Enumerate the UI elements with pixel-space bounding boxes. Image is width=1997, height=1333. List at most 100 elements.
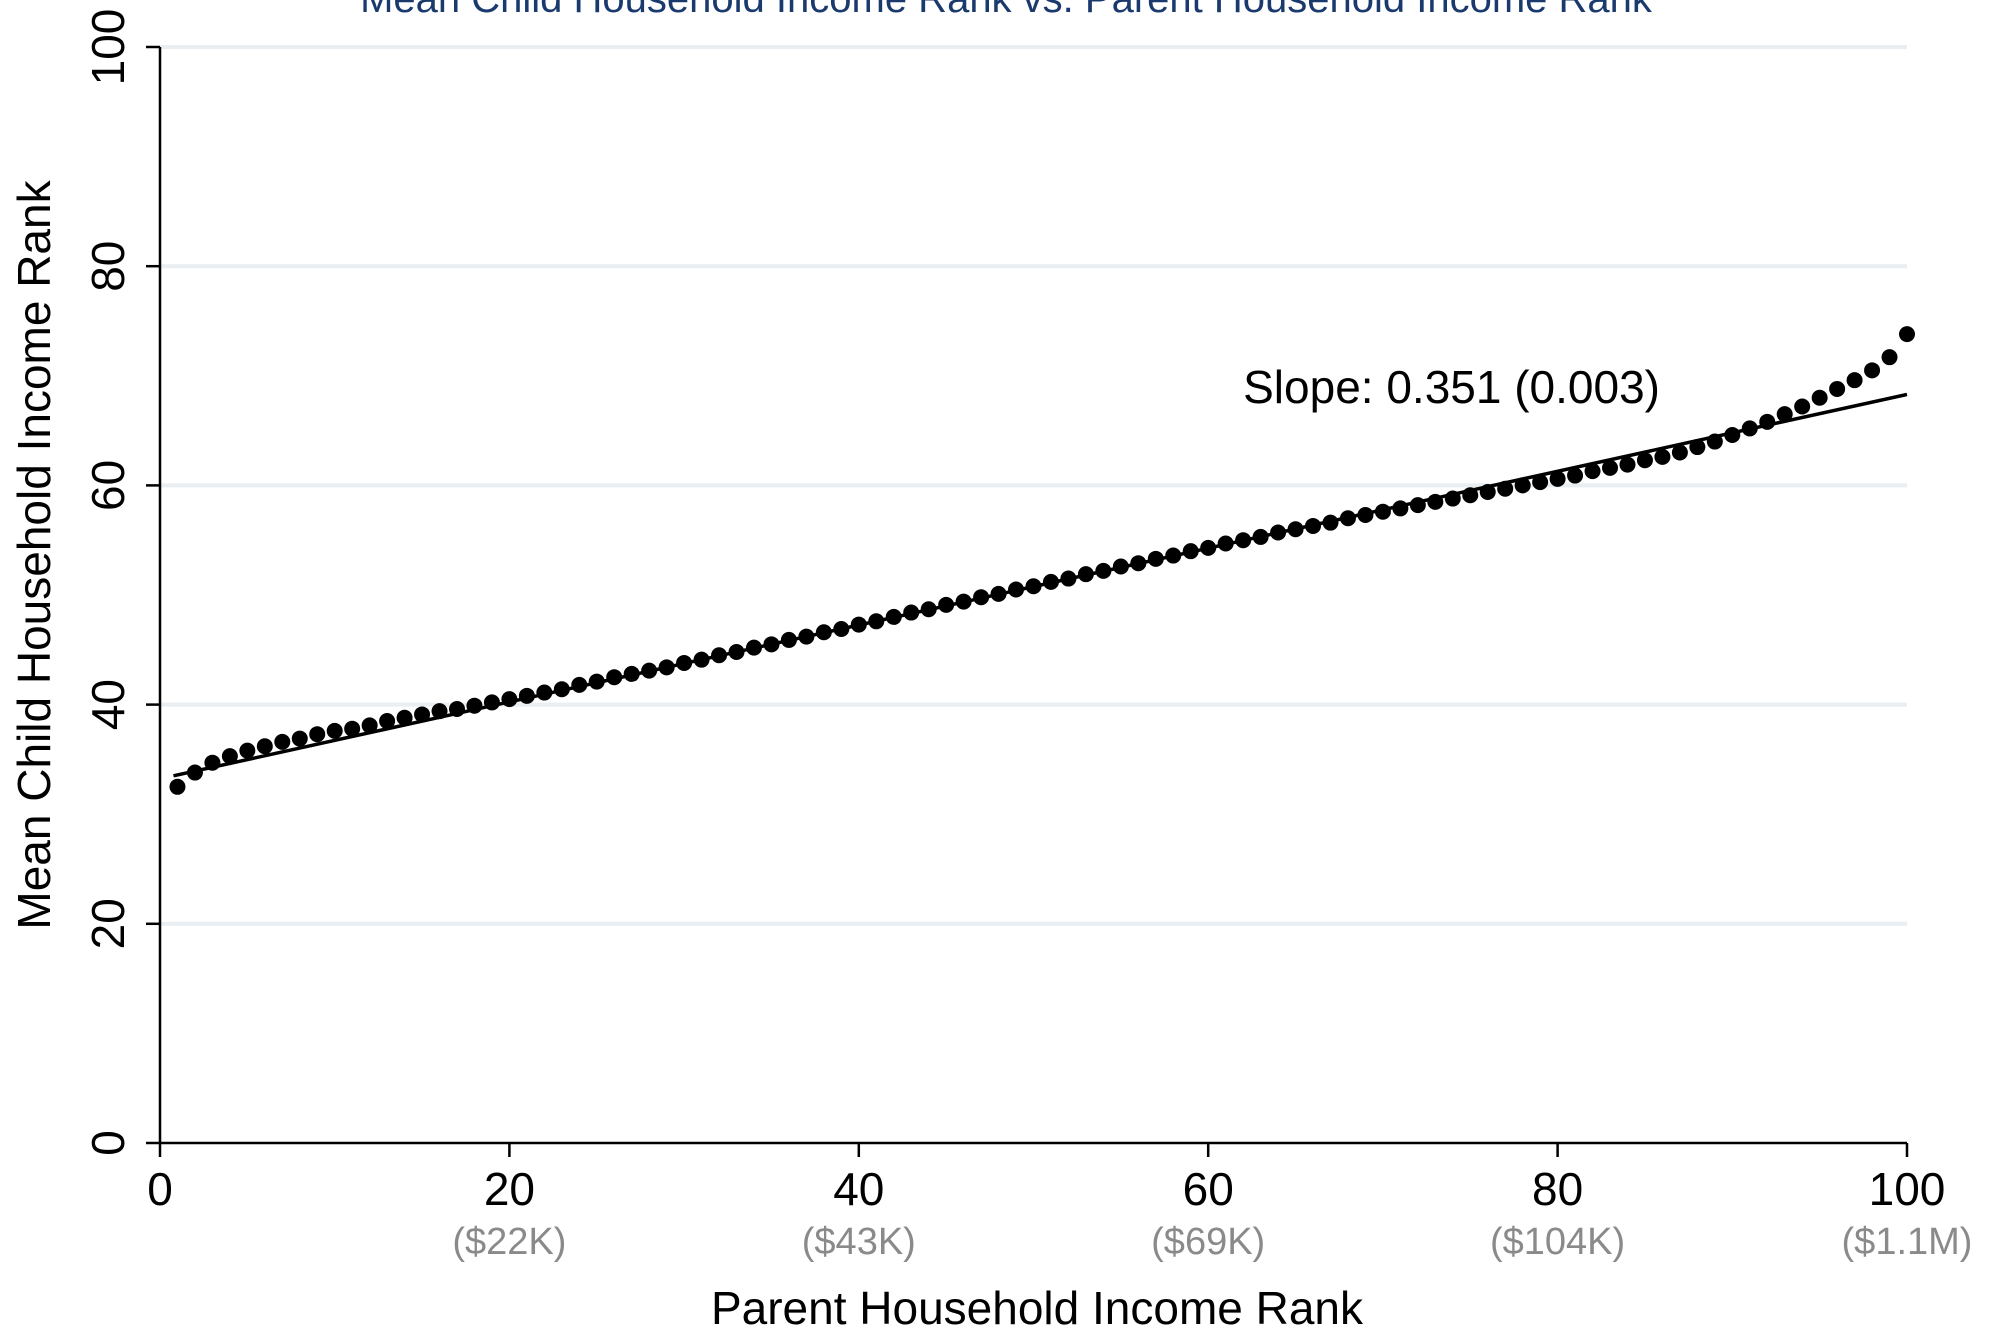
data-point [448,700,465,717]
data-point [1514,477,1531,494]
data-point [501,691,518,708]
data-point [1706,433,1723,450]
data-point [1095,562,1112,579]
data-point [1829,380,1846,397]
data-point [431,703,448,720]
x-tick-sublabel: ($43K) [802,1221,916,1263]
data-point [1374,503,1391,520]
data-point [344,720,361,737]
data-point [1549,470,1566,487]
data-point [1409,497,1426,514]
data-point [606,669,623,686]
data-point [518,687,535,704]
data-point [1427,493,1444,510]
data-point [1602,459,1619,476]
data-point [868,613,885,630]
y-tick-label: 20 [82,898,134,949]
data-point [1130,555,1147,572]
data-point [1654,448,1671,465]
x-tick-label: 20 [484,1163,535,1215]
x-axis-title: Parent Household Income Rank [711,1282,1364,1333]
data-point [1794,398,1811,415]
data-point [1444,490,1461,507]
x-tick-sublabel: ($22K) [452,1221,566,1263]
x-tick-sublabel: ($1.1M) [1842,1221,1973,1263]
data-point [221,748,238,765]
data-point [1479,483,1496,500]
data-point [361,717,378,734]
data-point [1636,452,1653,469]
gridlines [160,45,1907,926]
data-point [780,631,797,648]
chart-title: Mean Child Household Income Rank vs. Par… [360,0,1653,21]
y-tick-label: 80 [82,241,134,292]
data-point [1567,467,1584,484]
data-point [1619,456,1636,473]
data-point [1182,543,1199,560]
data-point [1042,573,1059,590]
data-point [1112,558,1129,575]
data-point [309,726,326,743]
slope-annotation: Slope: 0.351 (0.003) [1243,361,1660,413]
x-tick-label: 100 [1869,1163,1946,1215]
data-point [1462,487,1479,504]
data-point [588,673,605,690]
data-point [256,738,273,755]
data-point [571,676,588,693]
data-point [990,585,1007,602]
axes [158,47,1907,1145]
y-axis-ticks: 0 20 40 60 80 100 [82,9,160,1156]
data-point [1077,566,1094,583]
data-point [1724,426,1741,443]
data-point [396,709,413,726]
data-point [903,604,920,621]
x-axis-ticks: 0 20 ($22K) 40 ($43K) 60 ($69K) 80 ($104K) 100 ($1… [147,1143,1972,1263]
data-point [1235,532,1252,549]
x-tick-label: 80 [1532,1163,1583,1215]
data-point [973,589,990,606]
data-point [658,659,675,676]
data-point [1270,524,1287,541]
data-point [1008,581,1025,598]
y-tick-label: 0 [82,1130,134,1156]
data-point [1217,535,1234,552]
data-point [745,639,762,656]
data-point [536,684,553,701]
data-point [1339,510,1356,527]
data-point [1811,389,1828,406]
x-tick-sublabel: ($69K) [1151,1221,1265,1263]
data-point [833,620,850,637]
data-point [483,694,500,711]
data-point [204,754,221,771]
data-point [938,596,955,613]
data-point [1759,413,1776,430]
data-point [1899,326,1915,343]
data-point [676,654,693,671]
data-point [1392,500,1409,517]
data-point [798,628,815,645]
x-tick-sublabel: ($104K) [1490,1221,1625,1263]
data-point [641,662,658,679]
data-point [1165,547,1182,564]
data-point [239,742,256,759]
data-point [1060,570,1077,587]
data-point [466,697,483,714]
data-point [1671,444,1688,461]
data-point [326,722,343,739]
data-point [1776,406,1793,423]
data-point [1357,506,1374,523]
y-axis-title: Mean Child Household Income Rank [8,179,60,929]
x-tick-label: 40 [833,1163,884,1215]
data-point [553,681,570,698]
data-point [711,647,728,664]
data-point [1741,420,1758,437]
data-point [291,730,308,747]
data-point [1025,578,1042,595]
data-point [815,624,832,641]
data-point [274,733,291,750]
data-point [1252,528,1269,545]
data-point [623,665,640,682]
y-tick-label: 100 [82,9,134,86]
data-point [169,778,186,795]
